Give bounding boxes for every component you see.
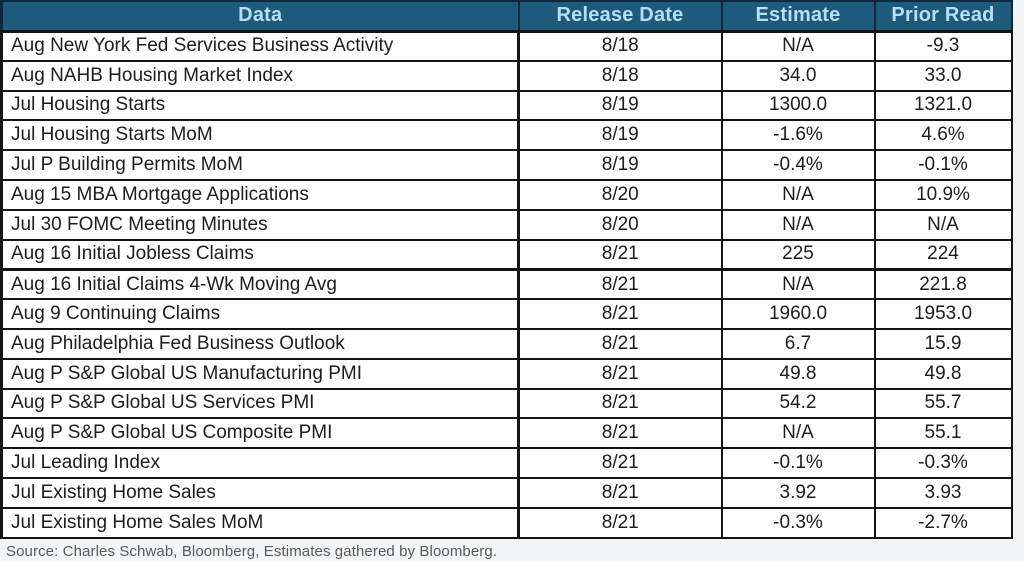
table-cell: 8/19 [517,89,723,122]
table-cell: Aug 16 Initial Claims 4-Wk Moving Avg [0,268,520,301]
table-row: Jul Existing Home Sales MoM 8/21 -0.3% -2.7… [0,506,1013,539]
table-cell: 8/21 [517,327,723,360]
table-cell: 4.6% [873,119,1013,152]
table-cell: 6.7 [720,327,876,360]
table-cell: -1.6% [720,119,876,152]
table-cell: Jul Existing Home Sales [0,476,520,509]
table-cell: Aug P S&P Global US Composite PMI [0,417,520,450]
table-cell: Jul 30 FOMC Meeting Minutes [0,208,520,241]
table-cell: -0.1% [720,447,876,479]
economic-data-table: Data Release Date Estimate Prior Read Au… [0,0,1013,539]
table-cell: 33.0 [873,59,1013,92]
table-cell: 224 [873,238,1013,271]
table-row: Aug P S&P Global US Manufacturing PMI 8/2… [0,357,1013,390]
table-cell: 8/18 [517,59,723,92]
table-row: Aug NAHB Housing Market Index 8/18 34.0 33.… [0,59,1013,92]
table-cell: 8/19 [517,149,723,181]
table-body: Aug New York Fed Services Business Activ… [0,30,1013,539]
table-cell: 15.9 [873,327,1013,360]
table-cell: 8/21 [517,506,723,539]
table-cell: 54.2 [720,387,876,420]
table-cell: N/A [873,208,1013,241]
table-cell: 55.7 [873,387,1013,420]
table-cell: -0.3% [873,447,1013,479]
table-cell: Aug 16 Initial Jobless Claims [0,238,520,271]
table-cell: 49.8 [720,357,876,390]
table-cell: 55.1 [873,417,1013,450]
table-cell: Aug 15 MBA Mortgage Applications [0,178,520,211]
table-cell: 8/18 [517,30,723,62]
table-cell: N/A [720,208,876,241]
table-cell: 10.9% [873,178,1013,211]
table-row: Jul Existing Home Sales 8/21 3.92 3.93 [0,476,1013,509]
table-cell: 1953.0 [873,298,1013,330]
table-cell: -0.1% [873,149,1013,181]
table-cell: 1321.0 [873,89,1013,122]
column-header-prior-read: Prior Read [873,0,1013,33]
table-row: Jul 30 FOMC Meeting Minutes 8/20 N/A N/A [0,208,1013,241]
table-cell: 34.0 [720,59,876,92]
table-cell: Jul P Building Permits MoM [0,149,520,181]
table-cell: 3.93 [873,476,1013,509]
table-cell: 3.92 [720,476,876,509]
table-cell: -2.7% [873,506,1013,539]
column-header-release-date: Release Date [517,0,723,33]
table-cell: Aug Philadelphia Fed Business Outlook [0,327,520,360]
table-cell: N/A [720,178,876,211]
table-row: Aug 9 Continuing Claims 8/21 1960.0 1953.0 [0,298,1013,330]
table-cell: 8/21 [517,298,723,330]
table-cell: 8/21 [517,447,723,479]
table-cell: 8/21 [517,417,723,450]
table-row: Aug 16 Initial Jobless Claims 8/21 225 224 [0,238,1013,271]
table-cell: 8/21 [517,268,723,301]
table-cell: Jul Existing Home Sales MoM [0,506,520,539]
table-cell: Jul Leading Index [0,447,520,479]
table-cell: Aug P S&P Global US Services PMI [0,387,520,420]
source-attribution: Source: Charles Schwab, Bloomberg, Estim… [6,543,498,560]
table-row: Jul Housing Starts 8/19 1300.0 1321.0 [0,89,1013,122]
column-header-data: Data [0,0,520,33]
table-cell: 8/21 [517,387,723,420]
table-cell: Aug 9 Continuing Claims [0,298,520,330]
table-cell: 8/21 [517,238,723,271]
table-header-row: Data Release Date Estimate Prior Read [0,0,1013,33]
table-cell: 49.8 [873,357,1013,390]
table-cell: Aug New York Fed Services Business Activ… [0,30,520,62]
table-row: Aug 16 Initial Claims 4-Wk Moving Avg 8/2… [0,268,1013,301]
table-cell: 221.8 [873,268,1013,301]
table-row: Aug 15 MBA Mortgage Applications 8/20 N/A 1… [0,178,1013,211]
table-cell: -0.4% [720,149,876,181]
table-row: Jul Leading Index 8/21 -0.1% -0.3% [0,447,1013,479]
table-cell: Jul Housing Starts MoM [0,119,520,152]
table-cell: Aug NAHB Housing Market Index [0,59,520,92]
column-header-estimate: Estimate [720,0,876,33]
table-cell: 8/19 [517,119,723,152]
table-cell: N/A [720,417,876,450]
table-row: Aug New York Fed Services Business Activ… [0,30,1013,62]
table-cell: N/A [720,30,876,62]
table-cell: Aug P S&P Global US Manufacturing PMI [0,357,520,390]
table-cell: 225 [720,238,876,271]
table-cell: N/A [720,268,876,301]
table-cell: Jul Housing Starts [0,89,520,122]
table-cell: 8/20 [517,178,723,211]
table-cell: 8/21 [517,357,723,390]
table-row: Jul P Building Permits MoM 8/19 -0.4% -0.1% [0,149,1013,181]
table-row: Aug P S&P Global US Services PMI 8/21 54.2… [0,387,1013,420]
table-cell: -0.3% [720,506,876,539]
table-cell: 1300.0 [720,89,876,122]
table-row: Aug Philadelphia Fed Business Outlook 8/2… [0,327,1013,360]
table-cell: 8/21 [517,476,723,509]
table-row: Aug P S&P Global US Composite PMI 8/21 N/A… [0,417,1013,450]
table-cell: 8/20 [517,208,723,241]
table-cell: 1960.0 [720,298,876,330]
table-row: Jul Housing Starts MoM 8/19 -1.6% 4.6% [0,119,1013,152]
table-cell: -9.3 [873,30,1013,62]
